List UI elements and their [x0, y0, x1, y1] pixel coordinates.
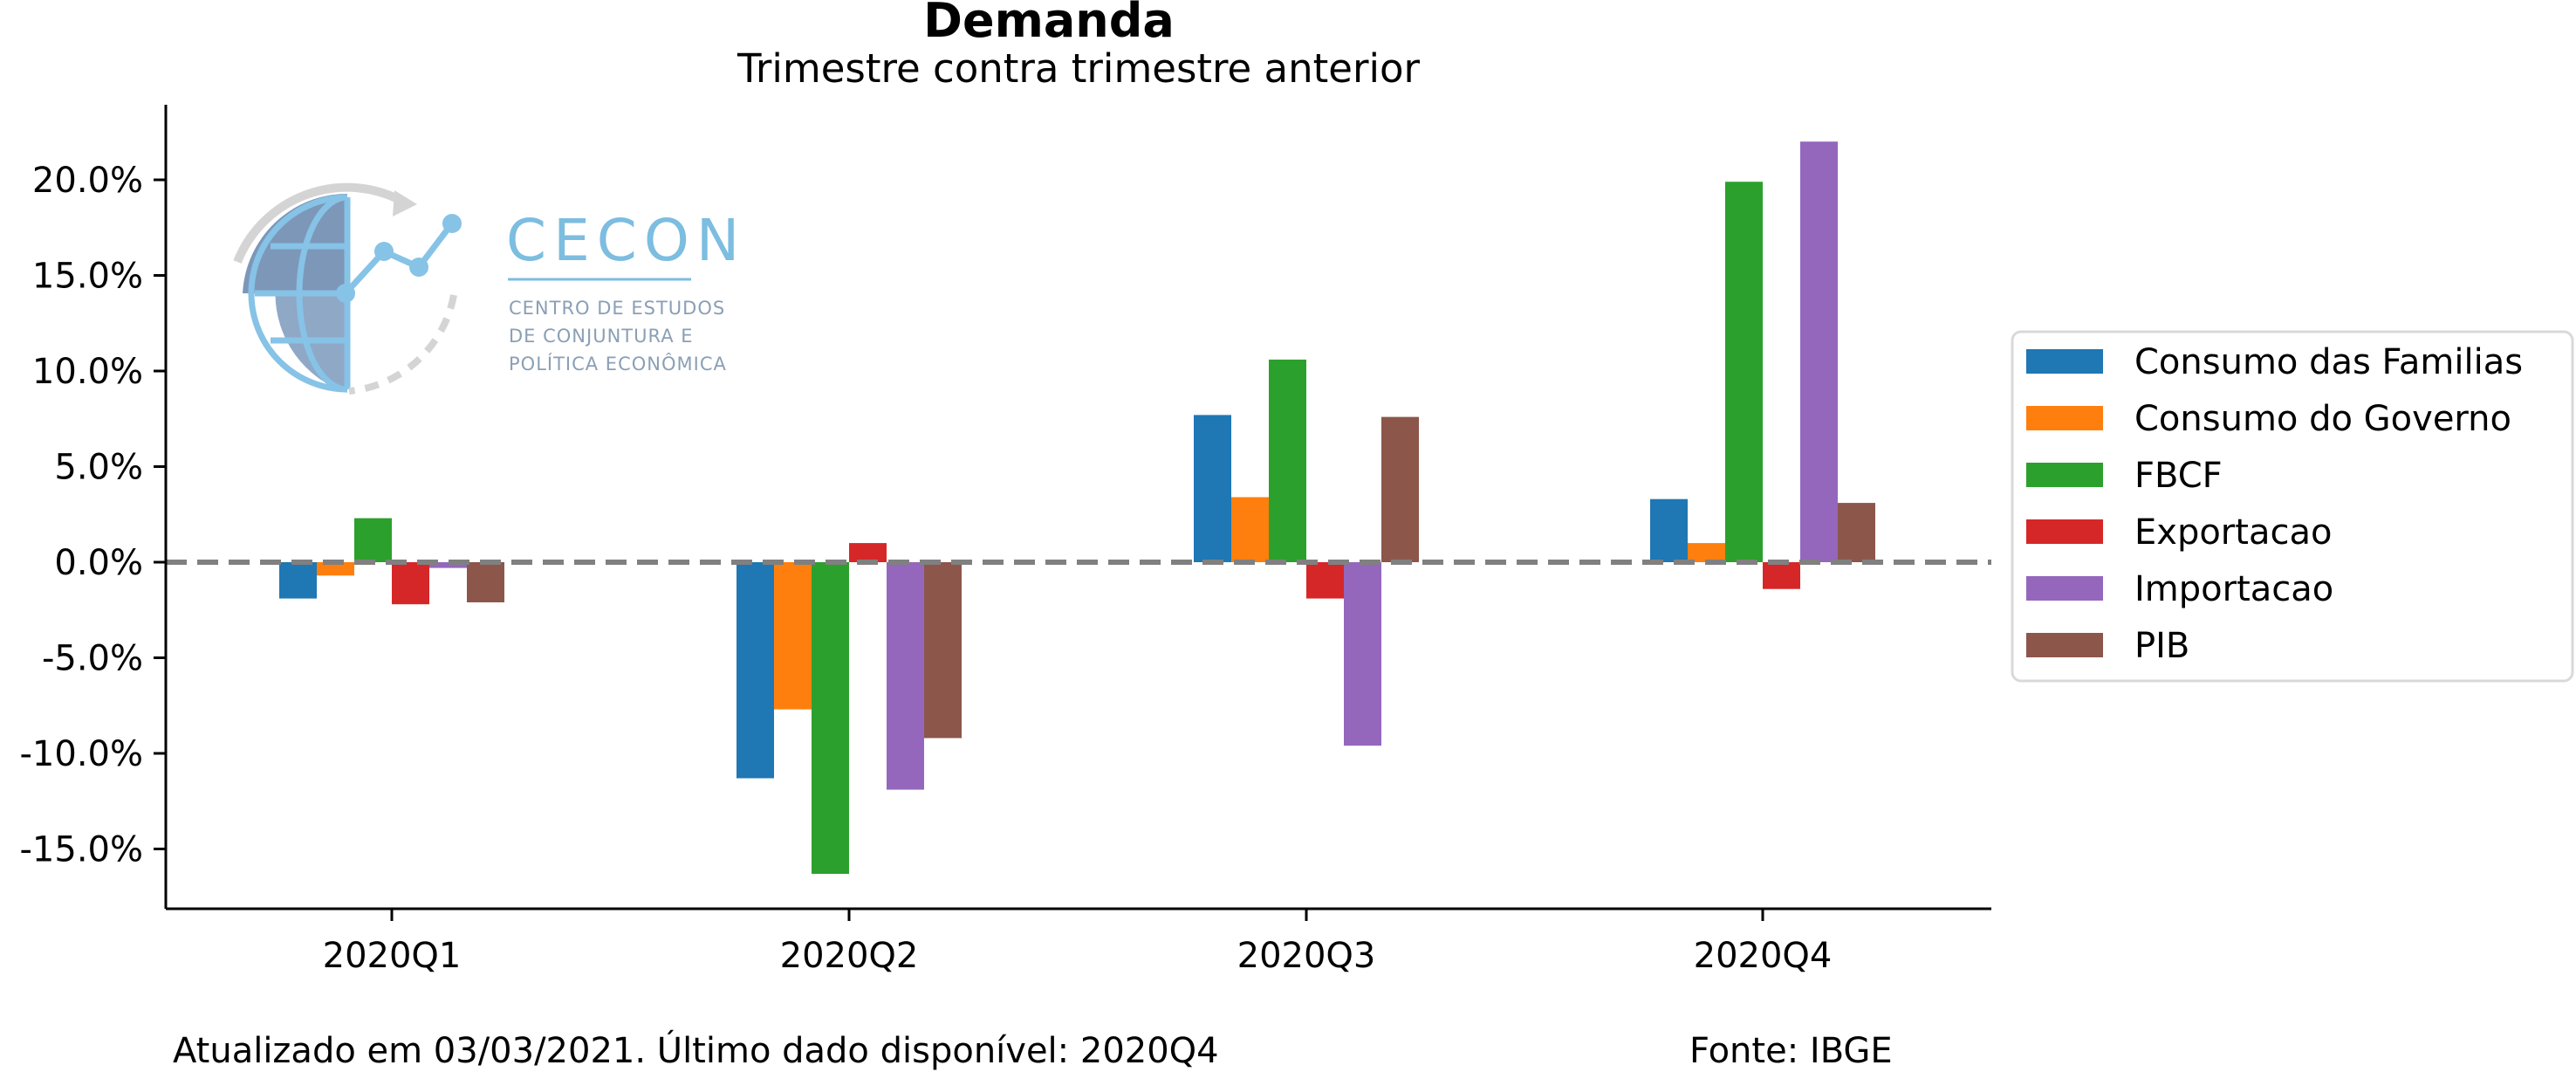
y-tick-label: 15.0% [32, 257, 143, 297]
bar-consumo-do-governo-2020q2 [774, 562, 812, 710]
legend-swatch [2026, 463, 2103, 487]
bar-pib-2020q4 [1838, 503, 1875, 562]
y-tick-label: 5.0% [54, 448, 143, 488]
bar-consumo-do-governo-2020q1 [317, 562, 354, 576]
logo-arrow-icon [393, 190, 417, 216]
legend-swatch [2026, 349, 2103, 374]
bar-pib-2020q2 [924, 562, 962, 739]
bar-exportacao-2020q2 [849, 543, 887, 562]
x-tick-label: 2020Q3 [1237, 936, 1376, 976]
bar-consumo-das-familias-2020q3 [1194, 415, 1231, 562]
y-tick-label: -10.0% [19, 734, 143, 774]
legend-swatch [2026, 519, 2103, 544]
y-tick-label: 20.0% [32, 161, 143, 201]
footer-updated: Atualizado em 03/03/2021. Último dado di… [173, 1029, 1219, 1071]
bar-pib-2020q1 [467, 562, 504, 602]
legend-box [2011, 330, 2574, 683]
legend-label: PIB [2134, 626, 2189, 666]
bar-fbcf-2020q3 [1269, 359, 1306, 562]
y-tick-label: -5.0% [42, 639, 143, 679]
bar-importacao-2020q1 [429, 562, 467, 568]
y-tick-label: -15.0% [19, 830, 143, 870]
logo-line-2: DE CONJUNTURA E [509, 326, 694, 347]
logo-line-3: POLÍTICA ECONÔMICA [509, 353, 727, 375]
legend-label: FBCF [2134, 456, 2223, 496]
bar-importacao-2020q4 [1800, 141, 1838, 562]
bars-group [166, 141, 1991, 874]
bar-consumo-do-governo-2020q3 [1231, 497, 1269, 562]
y-axis: -15.0% -10.0% -5.0% 0.0% 5.0% 10.0% 15.0% 20.0% [19, 105, 168, 909]
legend-swatch [2026, 633, 2103, 657]
chart-subtitle: Trimestre contra trimestre anterior [736, 45, 1421, 92]
bar-consumo-das-familias-2020q4 [1650, 498, 1688, 562]
bar-pib-2020q3 [1381, 416, 1419, 562]
x-axis: 2020Q1 2020Q2 2020Q3 2020Q4 [166, 907, 1991, 976]
bar-exportacao-2020q3 [1306, 562, 1344, 599]
logo-name: CECON [506, 207, 746, 274]
logo-trend-line-icon [343, 221, 455, 296]
legend-label: Consumo do Governo [2134, 399, 2511, 439]
legend-swatch [2026, 576, 2103, 601]
logo-dashed-arc-icon [348, 294, 457, 395]
legend-label: Importacao [2134, 569, 2333, 609]
cecon-logo: CECON CENTRO DE ESTUDOS DE CONJUNTURA E … [233, 182, 746, 395]
bar-consumo-das-familias-2020q2 [736, 562, 774, 779]
bar-fbcf-2020q2 [812, 562, 849, 874]
bar-importacao-2020q3 [1344, 562, 1381, 746]
bar-fbcf-2020q1 [354, 518, 392, 562]
x-tick-label: 2020Q2 [780, 936, 919, 976]
chart-title: Demanda [923, 0, 1175, 48]
logo-arc-icon [233, 182, 404, 264]
bar-exportacao-2020q4 [1763, 562, 1800, 589]
x-tick-label: 2020Q4 [1694, 936, 1833, 976]
legend-label: Exportacao [2134, 512, 2332, 553]
legend-swatch [2026, 406, 2103, 430]
y-tick-label: 10.0% [32, 352, 143, 392]
x-tick-label: 2020Q1 [323, 936, 462, 976]
logo-line-1: CENTRO DE ESTUDOS [509, 298, 725, 319]
bar-consumo-do-governo-2020q4 [1688, 543, 1725, 562]
legend: Consumo das Familias Consumo do Governo FB… [2011, 330, 2574, 683]
footer-source: Fonte: IBGE [1689, 1031, 1893, 1071]
bar-fbcf-2020q4 [1725, 182, 1763, 562]
bar-importacao-2020q2 [887, 562, 924, 790]
legend-label: Consumo das Familias [2134, 342, 2523, 382]
y-tick-label: 0.0% [54, 543, 143, 583]
bar-exportacao-2020q1 [392, 562, 429, 605]
bar-consumo-das-familias-2020q1 [279, 562, 317, 599]
